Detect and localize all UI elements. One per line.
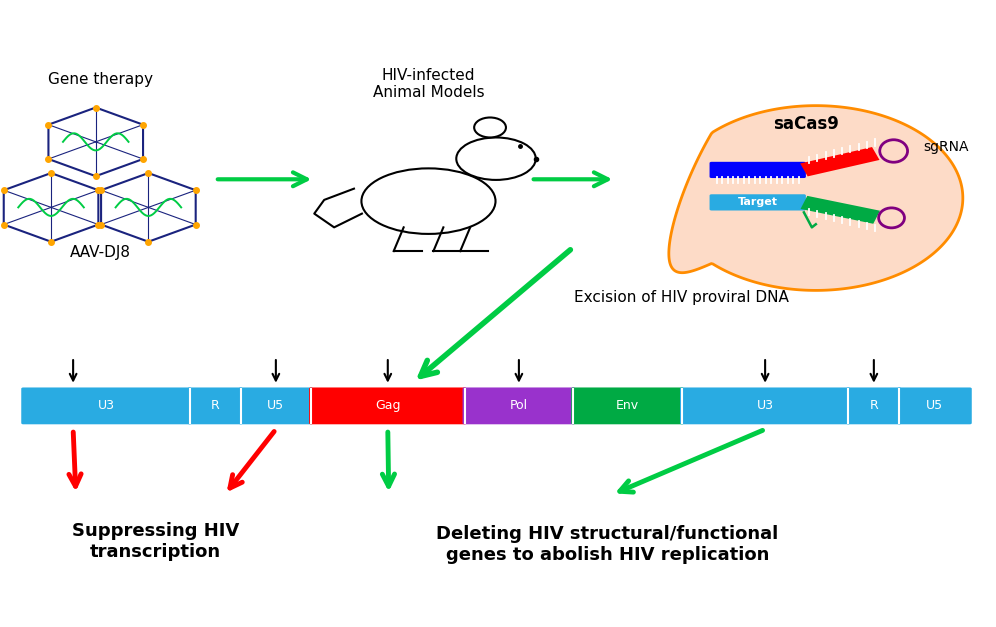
Polygon shape [101, 173, 195, 242]
FancyBboxPatch shape [21, 387, 191, 424]
FancyBboxPatch shape [309, 387, 466, 424]
Text: saCas9: saCas9 [773, 115, 839, 134]
FancyBboxPatch shape [897, 387, 972, 424]
FancyBboxPatch shape [847, 387, 901, 424]
FancyBboxPatch shape [572, 387, 684, 424]
Ellipse shape [456, 137, 536, 180]
FancyBboxPatch shape [709, 162, 806, 178]
Text: Target: Target [738, 197, 778, 207]
Text: Gene therapy: Gene therapy [48, 72, 153, 87]
FancyBboxPatch shape [709, 194, 806, 211]
Text: U3: U3 [98, 399, 115, 413]
Polygon shape [49, 107, 143, 176]
Polygon shape [4, 173, 99, 242]
Text: U5: U5 [926, 399, 943, 413]
FancyBboxPatch shape [462, 387, 576, 424]
Polygon shape [669, 105, 963, 290]
Text: HIV-infected
Animal Models: HIV-infected Animal Models [373, 68, 484, 100]
Text: U3: U3 [757, 399, 774, 413]
Text: Pol: Pol [510, 399, 528, 413]
Text: R: R [870, 399, 878, 413]
Text: sgRNA: sgRNA [923, 140, 969, 154]
Text: Suppressing HIV
transcription: Suppressing HIV transcription [72, 522, 239, 561]
Text: AAV-DJ8: AAV-DJ8 [70, 245, 131, 260]
Ellipse shape [474, 117, 506, 137]
Polygon shape [800, 147, 879, 176]
Polygon shape [801, 196, 880, 224]
Text: Excision of HIV proviral DNA: Excision of HIV proviral DNA [575, 290, 789, 305]
Ellipse shape [362, 169, 496, 234]
FancyBboxPatch shape [187, 387, 243, 424]
Text: Deleting HIV structural/functional
genes to abolish HIV replication: Deleting HIV structural/functional genes… [436, 525, 779, 564]
Text: U5: U5 [267, 399, 285, 413]
FancyBboxPatch shape [680, 387, 851, 424]
Text: Gag: Gag [375, 399, 400, 413]
Text: R: R [211, 399, 219, 413]
Text: Env: Env [617, 399, 639, 413]
FancyBboxPatch shape [239, 387, 313, 424]
